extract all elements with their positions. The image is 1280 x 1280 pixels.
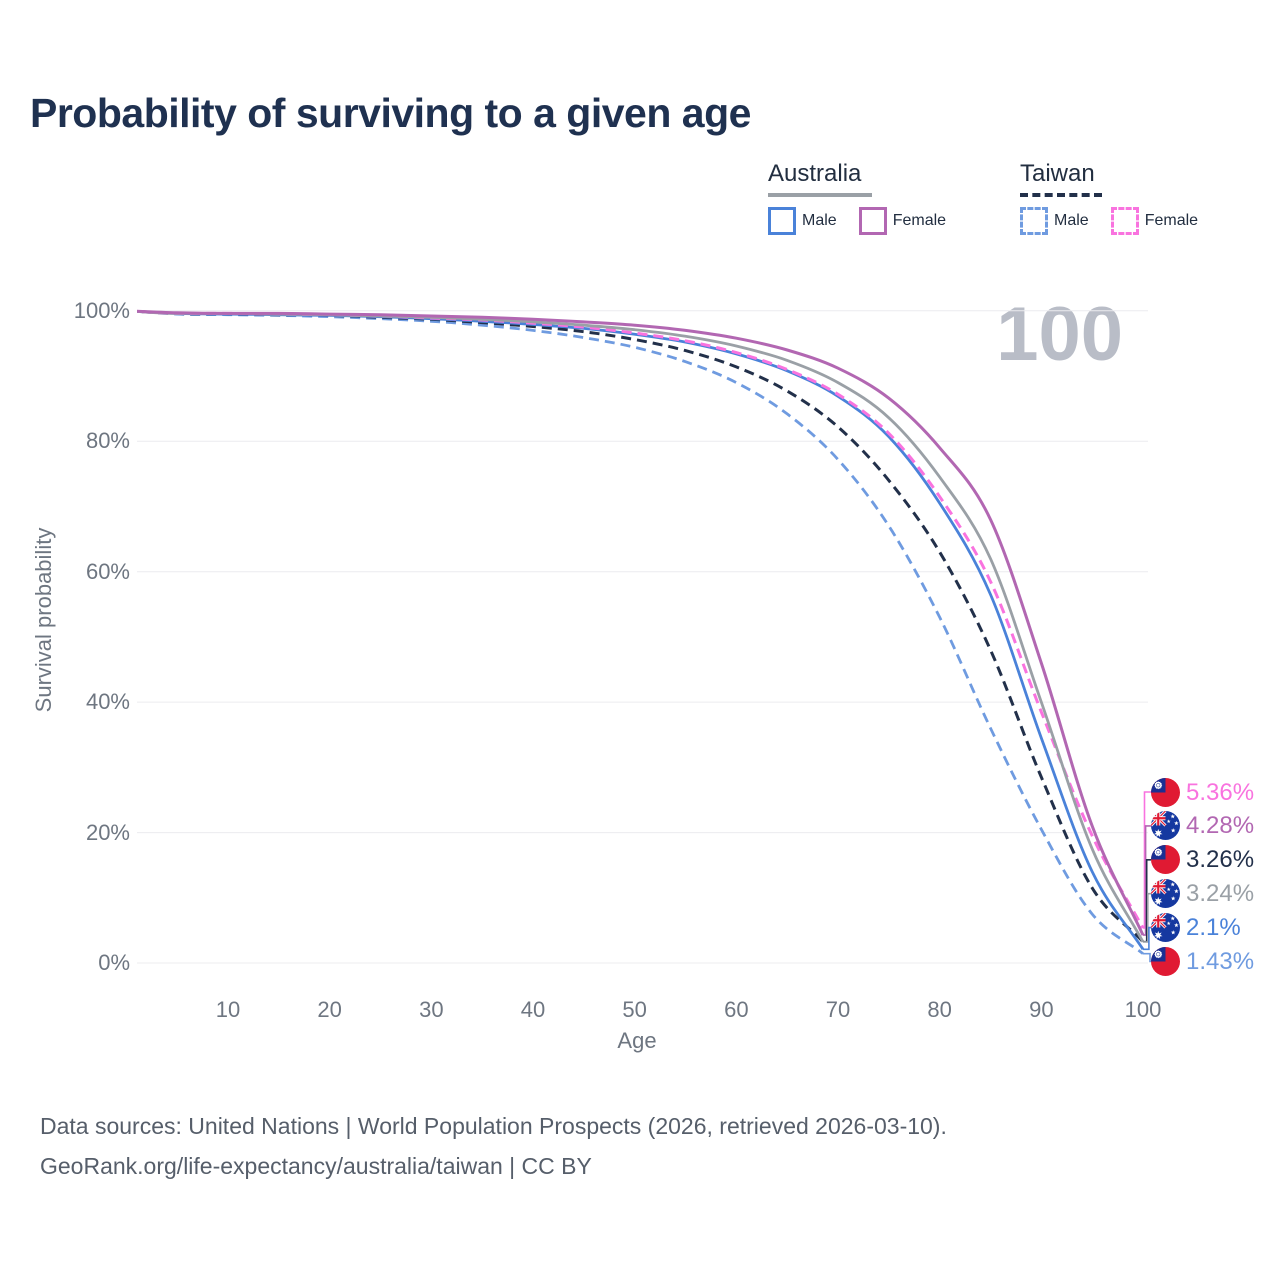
taiwan-flag-icon [1151,845,1180,875]
legend-items-taiwan: Male Female [1020,207,1220,235]
chart-footer: Data sources: United Nations | World Pop… [40,1106,947,1186]
y-tick-label: 0% [98,950,130,975]
australia-female-swatch [858,207,887,235]
x-tick-label: 100 [1124,997,1162,1022]
x-tick-label: 40 [520,997,546,1022]
legend-item-label: Male [1054,212,1089,229]
x-tick-label: 90 [1029,997,1054,1022]
end-label-value: 3.24% [1186,880,1255,908]
australia-flag-icon [1151,879,1180,909]
y-tick-label: 20% [85,819,130,845]
australia-flag-icon [1151,913,1180,943]
y-axis-title: Survival probability [31,527,56,713]
legend-group-taiwan: Taiwan Male Female [1020,160,1220,235]
y-tick-label: 80% [85,428,130,454]
legend-item-label: Female [892,212,947,229]
end-label-row-tw_female: 5.36% [1151,777,1254,808]
legend-item-australia-female[interactable]: Female [858,207,947,235]
taiwan-flag-icon [1151,947,1180,976]
end-label-value: 4.28% [1186,812,1255,840]
chart-title: Probability of surviving to a given age [30,90,751,136]
taiwan-female-swatch [1110,207,1139,235]
legend-items-australia: Male Female [768,207,968,235]
legend-item-australia-male[interactable]: Male [768,207,837,235]
end-label-row-au_all: 3.24% [1151,878,1254,909]
australia-flag-icon [1151,811,1180,841]
x-axis-title: Age [617,1028,657,1053]
end-label-value: 2.1% [1186,914,1241,942]
x-tick-label: 60 [724,997,749,1022]
legend-item-label: Male [802,212,837,229]
taiwan-flag-icon [1151,777,1180,807]
taiwan-dashed-line-swatch [1020,193,1102,197]
end-label-row-tw_all: 3.26% [1151,844,1254,875]
footer-link-line: GeoRank.org/life-expectancy/australia/ta… [40,1153,592,1179]
legend-group-australia-title: Australia [768,160,862,187]
end-label-row-tw_male: 1.43% [1151,946,1254,977]
x-tick-label: 70 [825,997,851,1022]
x-tick-label: 10 [215,997,241,1022]
end-label-value: 3.26% [1186,846,1255,874]
x-tick-label: 30 [419,997,444,1022]
end-label-row-au_female: 4.28% [1151,810,1254,841]
end-label-value: 1.43% [1186,948,1255,975]
x-tick-label: 50 [622,997,647,1022]
australia-solid-line-swatch [768,193,872,197]
legend-item-taiwan-female[interactable]: Female [1110,207,1199,235]
taiwan-male-swatch [1020,207,1048,235]
legend-group-taiwan-title: Taiwan [1020,160,1095,187]
y-tick-label: 100% [73,297,130,323]
end-label-row-au_male: 2.1% [1151,912,1241,943]
age-watermark: 100 [996,292,1123,377]
x-tick-label: 20 [317,997,342,1022]
end-label-value: 5.36% [1186,778,1255,806]
legend-item-label: Female [1144,212,1199,229]
australia-male-swatch [768,207,796,235]
y-tick-label: 60% [85,558,130,584]
footer-source-line: Data sources: United Nations | World Pop… [40,1113,947,1139]
legend-group-australia: Australia Male Female [768,160,968,235]
legend-item-taiwan-male[interactable]: Male [1020,207,1089,235]
y-tick-label: 40% [85,689,130,715]
x-tick-label: 80 [927,997,952,1022]
